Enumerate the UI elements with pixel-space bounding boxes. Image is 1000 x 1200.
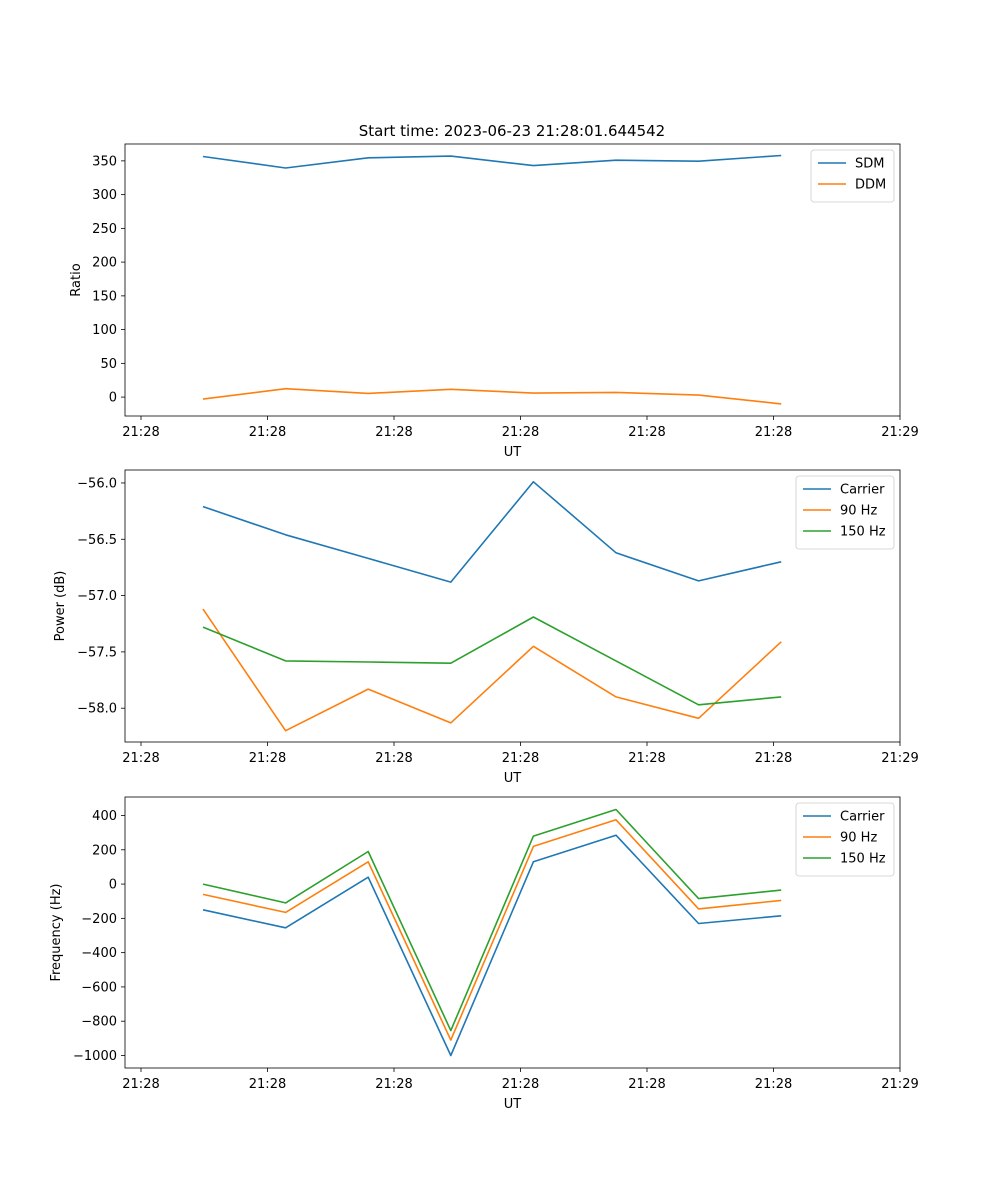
series-line-sdm <box>202 154 782 169</box>
y-tick-label: 0 <box>109 878 117 893</box>
x-axis-label: UT <box>504 771 522 786</box>
y-axis-label: Frequency (Hz) <box>49 883 64 981</box>
x-tick-label: 21:28 <box>755 425 792 440</box>
y-tick-label: −600 <box>81 980 117 995</box>
legend-label-ddm: DDM <box>855 178 886 193</box>
x-tick-label: 21:28 <box>249 1077 286 1092</box>
y-tick-label: −56.0 <box>77 476 117 491</box>
x-tick-label: 21:29 <box>881 425 918 440</box>
legend-label-carrier: Carrier <box>840 483 885 498</box>
y-tick-label: 0 <box>109 391 117 406</box>
y-tick-label: 150 <box>92 289 117 304</box>
y-tick-label: −57.0 <box>77 589 117 604</box>
x-tick-label: 21:28 <box>375 751 412 766</box>
axes-frame <box>124 143 901 417</box>
figure-title: Start time: 2023-06-23 21:28:01.644542 <box>359 122 665 140</box>
y-tick-label: 350 <box>92 154 117 169</box>
x-tick-label: 21:28 <box>375 425 412 440</box>
x-tick-label: 21:28 <box>122 425 159 440</box>
y-tick-label: 200 <box>92 843 117 858</box>
x-axis-label: UT <box>504 445 522 460</box>
legend-label-90-hz: 90 Hz <box>840 831 877 846</box>
y-tick-label: 250 <box>92 222 117 237</box>
x-tick-label: 21:28 <box>122 751 159 766</box>
x-tick-label: 21:28 <box>628 751 665 766</box>
x-tick-label: 21:28 <box>502 425 539 440</box>
y-tick-label: 300 <box>92 188 117 203</box>
legend-label-90-hz: 90 Hz <box>840 504 877 519</box>
axes-frame <box>124 796 901 1069</box>
series-line-ddm <box>202 387 782 405</box>
x-tick-label: 21:28 <box>249 425 286 440</box>
series-line-90-hz <box>202 818 782 1041</box>
y-tick-label: −1000 <box>73 1049 117 1064</box>
y-tick-label: −800 <box>81 1015 117 1030</box>
x-tick-label: 21:28 <box>628 425 665 440</box>
x-tick-label: 21:29 <box>881 751 918 766</box>
x-tick-label: 21:28 <box>375 1077 412 1092</box>
y-tick-label: 50 <box>100 357 117 372</box>
x-tick-label: 21:28 <box>502 1077 539 1092</box>
x-tick-label: 21:28 <box>249 751 286 766</box>
y-tick-label: 100 <box>92 323 117 338</box>
x-tick-label: 21:28 <box>755 1077 792 1092</box>
series-line-carrier <box>202 480 782 583</box>
axes-frame <box>124 469 901 743</box>
y-axis-label: Ratio <box>69 263 84 296</box>
series-line-carrier <box>202 834 782 1057</box>
x-tick-label: 21:28 <box>502 751 539 766</box>
y-tick-label: −200 <box>81 912 117 927</box>
x-tick-label: 21:29 <box>881 1077 918 1092</box>
y-tick-label: −56.5 <box>77 533 117 548</box>
series-line-150-hz <box>202 808 782 1032</box>
legend-label-sdm: SDM <box>855 157 884 172</box>
x-tick-label: 21:28 <box>628 1077 665 1092</box>
series-line-90-hz <box>202 608 782 732</box>
y-tick-label: −58.0 <box>77 702 117 717</box>
legend: Carrier 90 Hz 150 Hz <box>795 802 895 877</box>
series-line-150-hz <box>202 616 782 706</box>
x-tick-label: 21:28 <box>122 1077 159 1092</box>
ratio-subplot: 21:28 21:28 21:28 21:28 21:28 21:28 21:29 0 50 10… <box>69 143 919 460</box>
y-tick-label: −57.5 <box>77 645 117 660</box>
legend: Carrier 90 Hz 150 Hz <box>795 475 895 550</box>
frequency-subplot: 21:28 21:28 21:28 21:28 21:28 21:28 21:29 −1000… <box>49 796 919 1112</box>
x-axis-label: UT <box>504 1097 522 1112</box>
legend-label-150-hz: 150 Hz <box>840 852 886 867</box>
y-tick-label: −400 <box>81 946 117 961</box>
x-tick-label: 21:28 <box>755 751 792 766</box>
legend-label-150-hz: 150 Hz <box>840 525 886 540</box>
legend: SDM DDM <box>810 149 895 203</box>
y-tick-label: 200 <box>92 256 117 271</box>
power-subplot: 21:28 21:28 21:28 21:28 21:28 21:28 21:29 −58.0… <box>53 469 919 786</box>
y-tick-label: 400 <box>92 809 117 824</box>
legend-label-carrier: Carrier <box>840 810 885 825</box>
y-axis-label: Power (dB) <box>53 571 68 642</box>
